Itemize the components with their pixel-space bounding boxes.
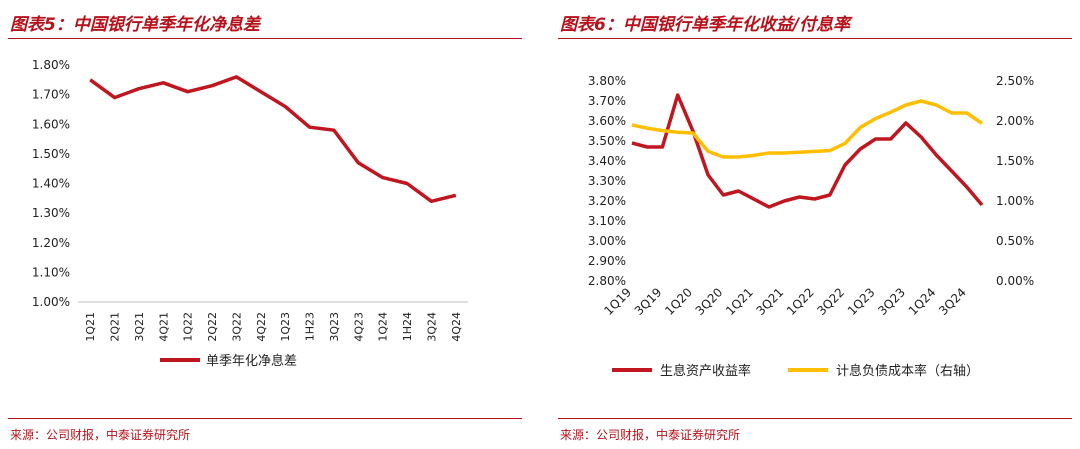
x-tick-label: 3Q22 xyxy=(814,285,847,318)
legend-label: 单季年化净息差 xyxy=(206,353,297,369)
source-note: 来源：公司财报，中泰证券研究所 xyxy=(10,428,191,442)
series-line-net-interest-margin xyxy=(89,75,457,204)
y-left-tick-label: 3.50% xyxy=(588,134,626,148)
x-tick-label: 1H24 xyxy=(401,312,414,341)
x-tick-label: 1Q24 xyxy=(377,312,390,342)
net-interest-margin-chart: 1.80% 1.70% 1.60% 1.50% 1.40% 1.30% 1.20% 1.10%… xyxy=(32,58,468,369)
x-tick-label: 3Q24 xyxy=(425,312,438,342)
y-tick-label: 1.40% xyxy=(32,177,70,191)
y-right-tick-label: 0.50% xyxy=(996,234,1034,248)
y-right-tick-label: 1.50% xyxy=(996,154,1034,168)
figure-panel-6: 图表6：中国银行单季年化收益/付息率 3.80% 3.70% 3.60% 3.50% 3… xyxy=(550,0,1080,449)
x-tick-label: 3Q23 xyxy=(328,312,341,342)
y-tick-label: 1.80% xyxy=(32,58,70,72)
figure-panel-5: 图表5：中国银行单季年化净息差 1.80% 1.70% 1.60% 1.50% 1.40… xyxy=(0,0,530,449)
x-tick-label: 4Q21 xyxy=(157,312,170,342)
title-divider xyxy=(8,38,522,39)
x-tick-label: 3Q19 xyxy=(632,285,665,318)
y-tick-label: 1.60% xyxy=(32,117,70,131)
x-tick-label: 3Q23 xyxy=(875,285,908,318)
y-tick-label: 1.10% xyxy=(32,265,70,279)
y-tick-label: 1.70% xyxy=(32,88,70,102)
figure-title: 图表6：中国银行单季年化收益/付息率 xyxy=(560,15,851,35)
x-tick-label: 3Q24 xyxy=(936,285,969,318)
y-left-tick-label: 3.70% xyxy=(588,94,626,108)
source-divider xyxy=(558,418,1072,419)
x-tick-label: 1Q20 xyxy=(662,285,695,318)
y-left-tick-label: 3.80% xyxy=(588,74,626,88)
x-tick-label: 1Q23 xyxy=(279,312,292,342)
y-left-tick-label: 2.90% xyxy=(588,254,626,268)
y-left-tick-label: 3.40% xyxy=(588,154,626,168)
x-tick-label: 1Q23 xyxy=(845,285,878,318)
x-tick-label: 1Q22 xyxy=(182,312,195,342)
y-right-tick-label: 0.00% xyxy=(996,274,1034,288)
source-note: 来源：公司财报，中泰证券研究所 xyxy=(560,428,741,442)
legend-label: 生息资产收益率 xyxy=(660,363,751,379)
series-line-liability-cost xyxy=(631,99,983,159)
y-tick-label: 1.00% xyxy=(32,295,70,309)
y-right-tick-label: 1.00% xyxy=(996,194,1034,208)
x-tick-label: 3Q21 xyxy=(754,285,787,318)
figure-title: 图表5：中国银行单季年化净息差 xyxy=(10,15,260,35)
title-divider xyxy=(558,38,1072,39)
x-tick-label: 1Q19 xyxy=(601,285,634,318)
x-tick-label: 1Q21 xyxy=(723,285,756,318)
y-tick-label: 1.30% xyxy=(32,206,70,220)
y-left-tick-label: 3.20% xyxy=(588,194,626,208)
x-tick-label: 1Q24 xyxy=(906,285,939,318)
y-left-tick-label: 2.80% xyxy=(588,274,626,288)
source-divider xyxy=(8,418,522,419)
x-tick-label: 2Q21 xyxy=(109,312,122,342)
legend-label: 计息负债成本率（右轴） xyxy=(836,363,979,379)
y-tick-label: 1.50% xyxy=(32,147,70,161)
x-tick-label: 3Q22 xyxy=(230,312,243,342)
x-tick-label: 1H23 xyxy=(304,312,317,341)
y-right-tick-label: 2.00% xyxy=(996,114,1034,128)
x-tick-label: 1Q22 xyxy=(784,285,817,318)
y-right-tick-label: 2.50% xyxy=(996,74,1034,88)
yield-cost-chart: 3.80% 3.70% 3.60% 3.50% 3.40% 3.30% 3.20% 3.10%… xyxy=(588,74,1034,379)
x-tick-label: 2Q22 xyxy=(206,312,219,342)
y-left-tick-label: 3.30% xyxy=(588,174,626,188)
y-left-tick-label: 3.00% xyxy=(588,234,626,248)
y-left-tick-label: 3.10% xyxy=(588,214,626,228)
y-left-tick-label: 3.60% xyxy=(588,114,626,128)
x-tick-label: 4Q22 xyxy=(255,312,268,342)
series-line-asset-yield xyxy=(631,93,984,209)
y-tick-label: 1.20% xyxy=(32,236,70,250)
x-tick-label: 1Q21 xyxy=(84,312,97,342)
x-tick-label: 3Q20 xyxy=(693,285,726,318)
x-tick-label: 4Q24 xyxy=(450,312,463,342)
x-tick-label: 3Q21 xyxy=(133,312,146,342)
x-tick-label: 4Q23 xyxy=(352,312,365,342)
